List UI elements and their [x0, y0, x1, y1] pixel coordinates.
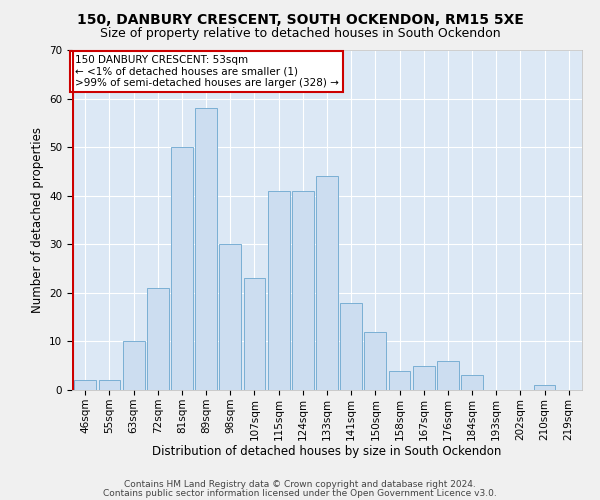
Bar [268, 191, 290, 390]
Bar [98, 380, 121, 390]
Text: Contains HM Land Registry data © Crown copyright and database right 2024.: Contains HM Land Registry data © Crown c… [124, 480, 476, 489]
Bar [244, 278, 265, 390]
Bar [171, 147, 193, 390]
Bar [461, 376, 483, 390]
Bar [413, 366, 434, 390]
Text: 150 DANBURY CRESCENT: 53sqm
← <1% of detached houses are smaller (1)
>99% of sem: 150 DANBURY CRESCENT: 53sqm ← <1% of det… [74, 55, 338, 88]
Text: Contains public sector information licensed under the Open Government Licence v3: Contains public sector information licen… [103, 488, 497, 498]
Bar [533, 385, 556, 390]
Bar [195, 108, 217, 390]
Bar [316, 176, 338, 390]
Bar [340, 302, 362, 390]
Bar [292, 191, 314, 390]
Bar [147, 288, 169, 390]
Bar [123, 342, 145, 390]
Bar [437, 361, 459, 390]
Text: Size of property relative to detached houses in South Ockendon: Size of property relative to detached ho… [100, 28, 500, 40]
Bar [364, 332, 386, 390]
Bar [220, 244, 241, 390]
Text: 150, DANBURY CRESCENT, SOUTH OCKENDON, RM15 5XE: 150, DANBURY CRESCENT, SOUTH OCKENDON, R… [77, 12, 523, 26]
X-axis label: Distribution of detached houses by size in South Ockendon: Distribution of detached houses by size … [152, 446, 502, 458]
Bar [389, 370, 410, 390]
Y-axis label: Number of detached properties: Number of detached properties [31, 127, 44, 313]
Bar [74, 380, 96, 390]
